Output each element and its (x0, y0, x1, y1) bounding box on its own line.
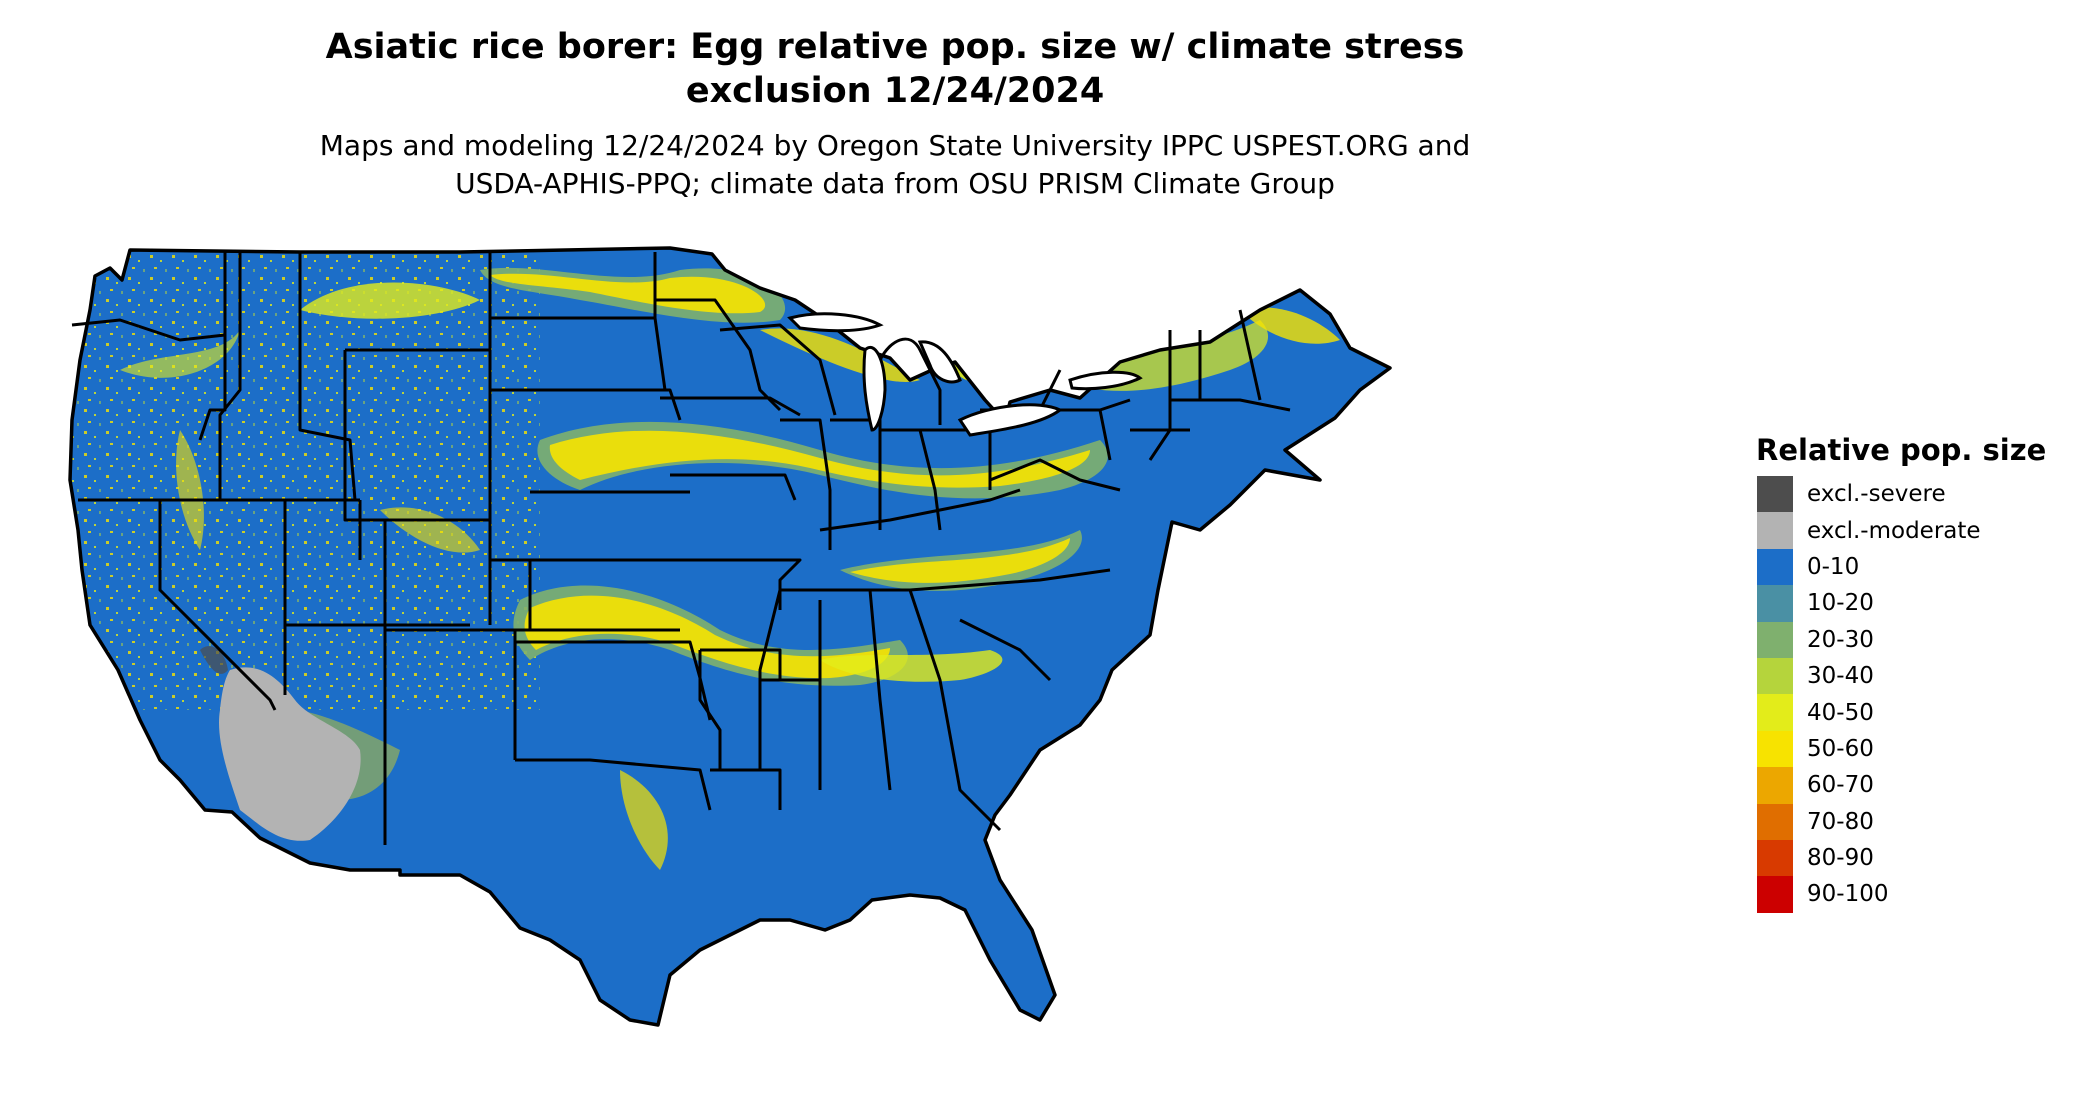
legend-swatch (1757, 694, 1793, 731)
legend-swatch (1757, 839, 1793, 877)
legend-swatch (1757, 512, 1793, 549)
western-speckle (70, 248, 540, 710)
legend-label: excl.-severe (1807, 481, 1946, 508)
legend-item: 30-40 (1752, 657, 2092, 695)
map-legend: Relative pop. size excl.-severe excl.-mod… (1752, 432, 2092, 913)
legend-item: 80-90 (1752, 839, 2092, 877)
us-map (68, 246, 1392, 1027)
map-subtitle-line-2: USDA-APHIS-PPQ; climate data from OSU PR… (455, 167, 1335, 200)
legend-swatch (1757, 621, 1793, 658)
legend-item: 10-20 (1752, 585, 2092, 622)
legend-item: excl.-moderate (1752, 512, 2092, 549)
legend-items: excl.-severe excl.-moderate 0-10 10-20 20-30… (1752, 476, 2092, 913)
map-title-line-2: exclusion 12/24/2024 (685, 71, 1105, 111)
excl-moderate-area (219, 667, 361, 841)
legend-item: 90-100 (1752, 876, 2092, 913)
legend-item: 60-70 (1752, 767, 2092, 804)
legend-item: 70-80 (1752, 803, 2092, 840)
legend-label: 20-30 (1807, 626, 1874, 653)
legend-swatch (1757, 548, 1793, 586)
legend-label: 60-70 (1807, 772, 1874, 799)
legend-swatch (1757, 803, 1793, 840)
map-subtitle-line-1: Maps and modeling 12/24/2024 by Oregon S… (319, 129, 1471, 162)
legend-item: excl.-severe (1752, 476, 2092, 513)
legend-label: 70-80 (1807, 808, 1874, 835)
legend-label: 50-60 (1807, 735, 1874, 762)
legend-item: 20-30 (1752, 621, 2092, 658)
legend-label: 80-90 (1807, 845, 1874, 872)
great-lakes (787, 312, 1143, 437)
legend-label: 10-20 (1807, 590, 1874, 617)
legend-label: 40-50 (1807, 699, 1874, 726)
legend-item: 0-10 (1752, 548, 2092, 586)
legend-swatch (1757, 657, 1793, 695)
state-borders (68, 246, 1392, 1027)
legend-item: 50-60 (1752, 730, 2092, 768)
map-title-line-1: Asiatic rice borer: Egg relative pop. si… (325, 27, 1465, 67)
legend-title: Relative pop. size (1756, 433, 2047, 467)
legend-swatch (1757, 730, 1793, 768)
legend-label: 90-100 (1807, 881, 1889, 908)
legend-label: excl.-moderate (1807, 517, 1981, 544)
legend-label: 30-40 (1807, 663, 1874, 690)
legend-swatch (1757, 767, 1793, 804)
legend-swatch (1757, 476, 1793, 513)
legend-label: 0-10 (1807, 553, 1860, 580)
legend-swatch (1757, 876, 1793, 913)
legend-swatch (1757, 585, 1793, 622)
legend-item: 40-50 (1752, 694, 2092, 731)
